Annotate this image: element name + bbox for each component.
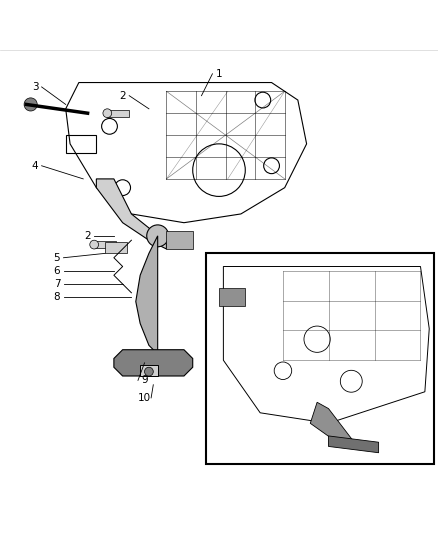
Circle shape — [147, 225, 169, 247]
Bar — [107, 110, 129, 117]
Text: 4: 4 — [32, 161, 39, 171]
Polygon shape — [96, 179, 166, 249]
Polygon shape — [219, 288, 245, 306]
Text: 2: 2 — [119, 91, 126, 101]
Text: 6: 6 — [53, 266, 60, 276]
Text: 1: 1 — [215, 69, 223, 79]
Text: 9: 9 — [141, 375, 148, 385]
Polygon shape — [310, 402, 356, 445]
Bar — [166, 231, 193, 249]
Bar — [94, 241, 116, 248]
Text: 2: 2 — [84, 231, 91, 241]
Text: 5: 5 — [53, 253, 60, 263]
Circle shape — [145, 367, 153, 376]
Bar — [206, 253, 434, 464]
Circle shape — [90, 240, 99, 249]
Text: 8: 8 — [53, 292, 60, 302]
Polygon shape — [136, 236, 158, 354]
Polygon shape — [328, 436, 378, 453]
Text: 10: 10 — [138, 393, 151, 403]
Text: 11: 11 — [304, 441, 318, 451]
Bar — [105, 243, 127, 253]
Circle shape — [24, 98, 37, 111]
Bar — [140, 365, 158, 376]
Circle shape — [103, 109, 112, 118]
Polygon shape — [114, 350, 193, 376]
Text: 7: 7 — [53, 279, 60, 289]
Text: 3: 3 — [32, 82, 39, 92]
